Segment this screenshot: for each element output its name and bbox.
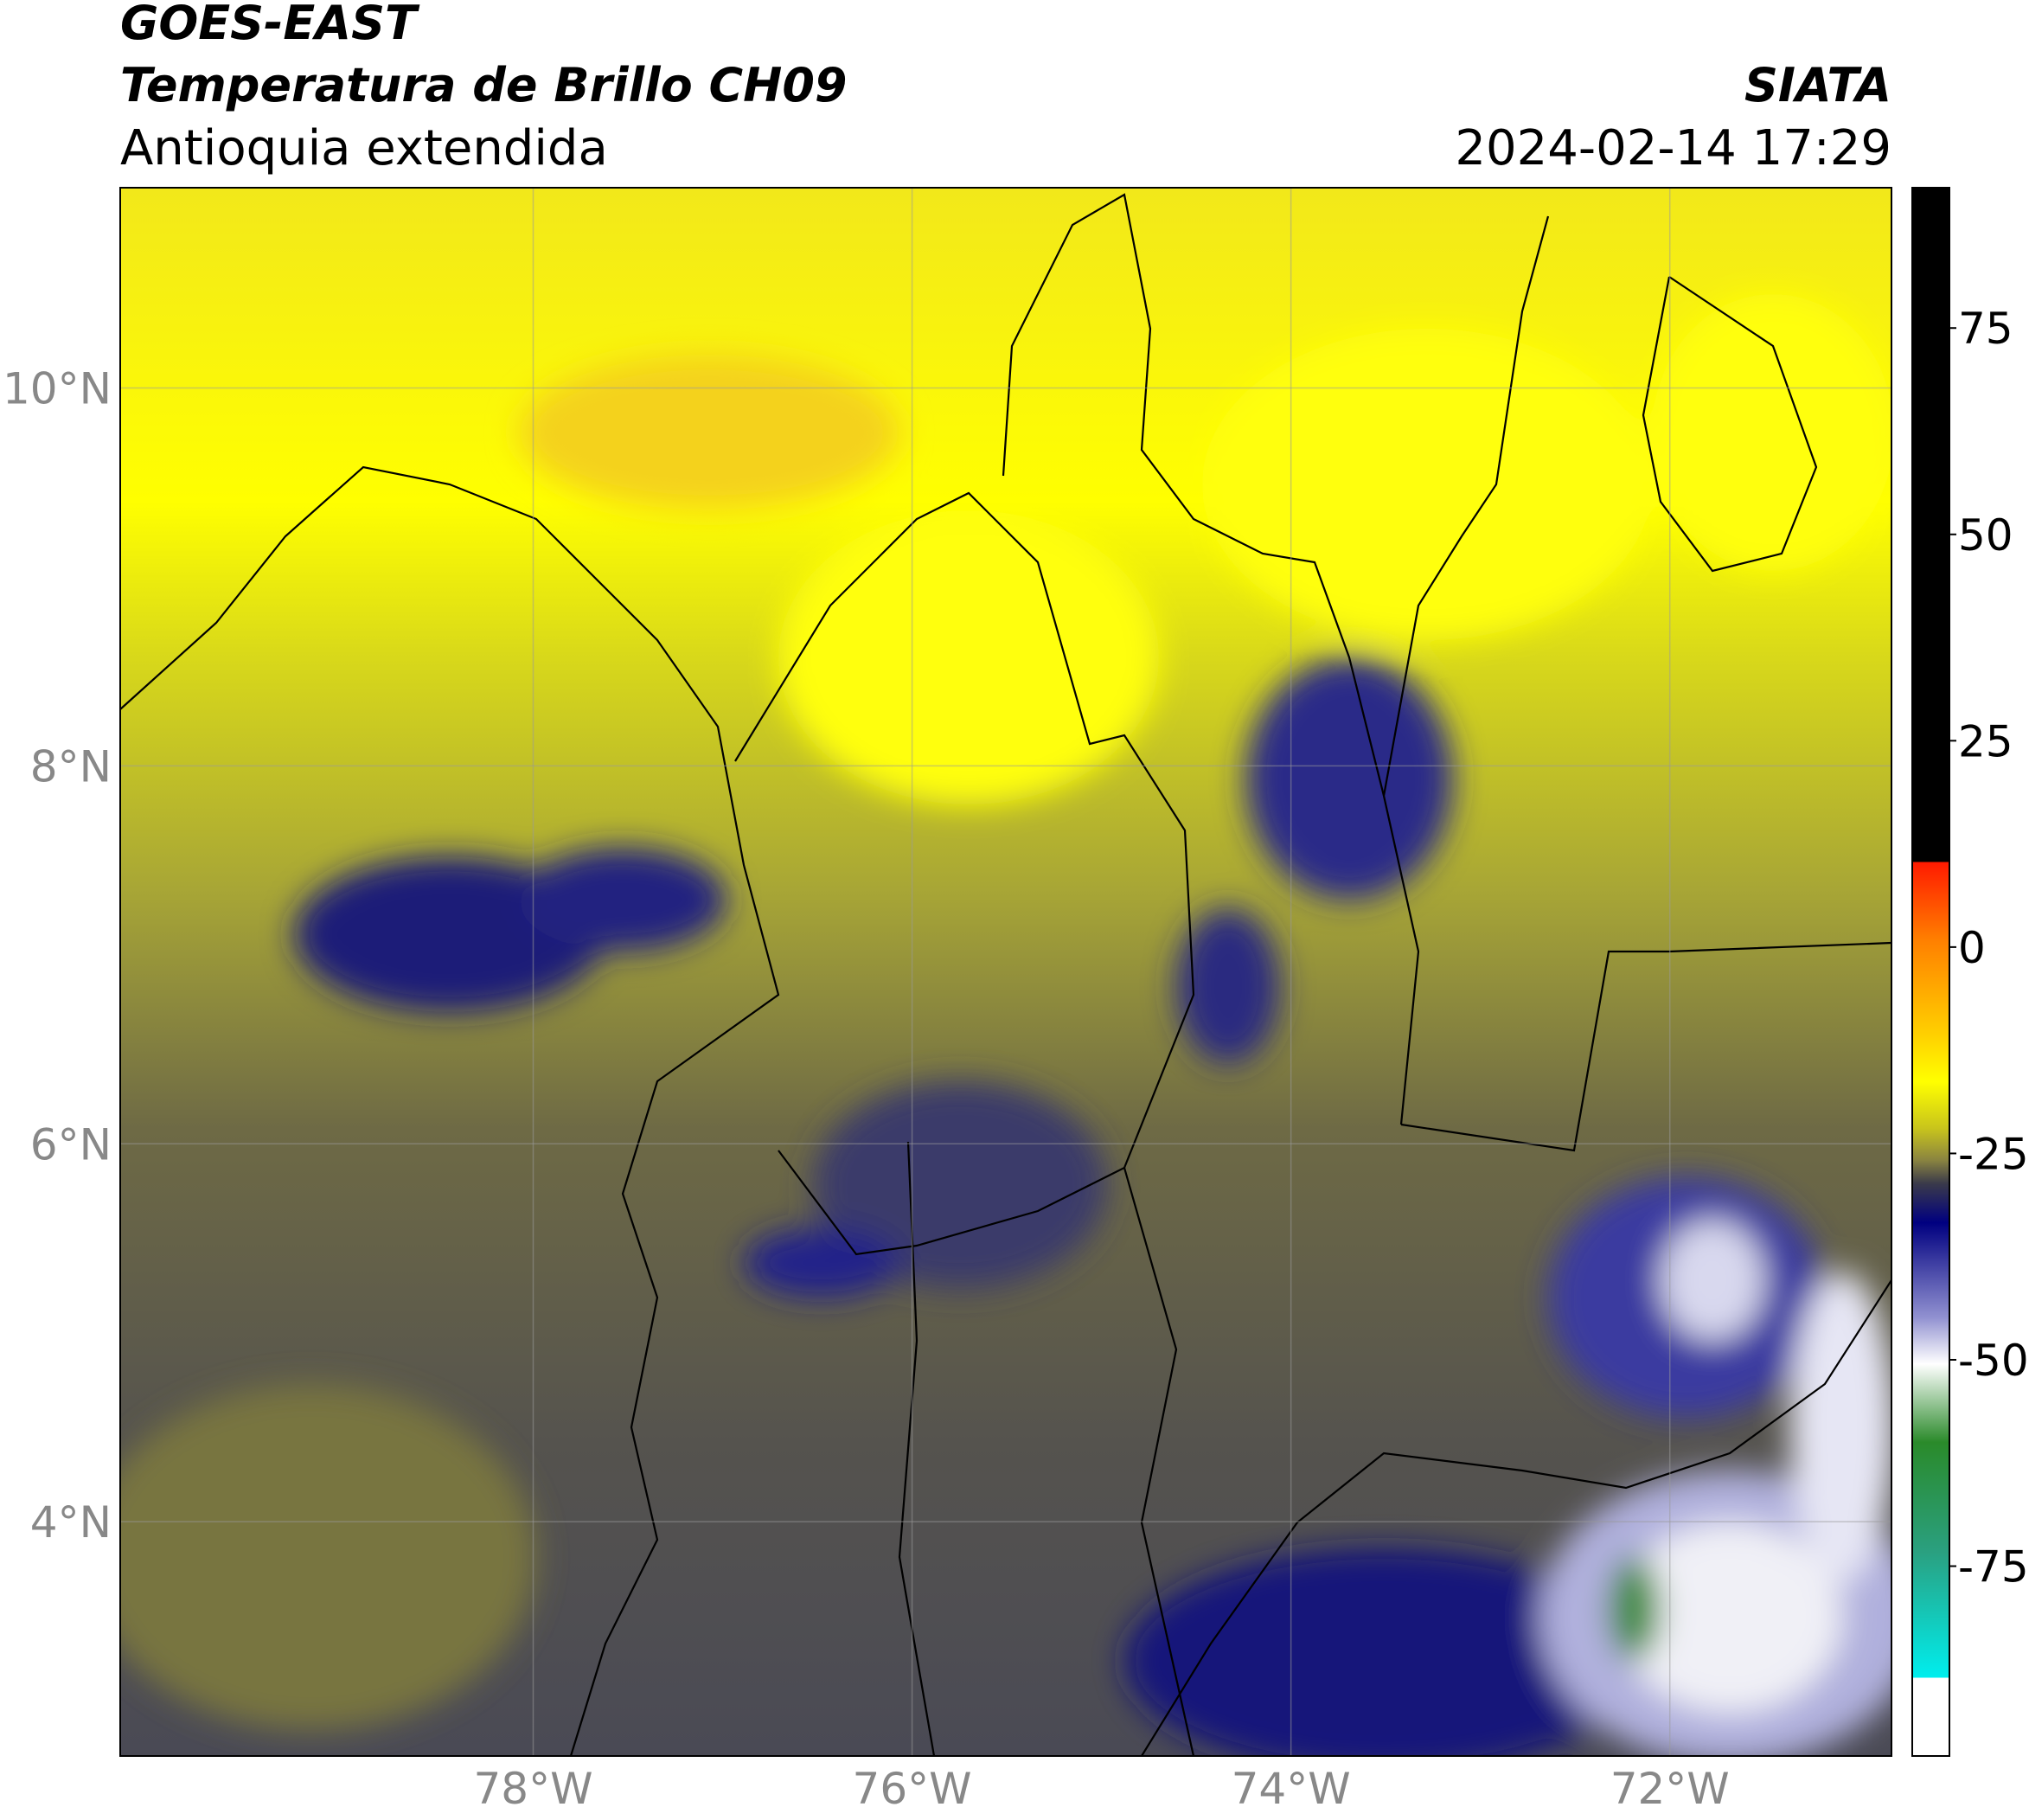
source-title: SIATA [1744,58,1891,112]
region-subtitle: Antioquia extendida [120,120,608,176]
lat-tick-label: 4°N [30,1497,112,1548]
lat-tick-label: 6°N [30,1119,112,1170]
colorbar-tick-label: 75 [1958,304,2013,354]
colorbar-tick-label: -75 [1958,1542,2029,1592]
lon-tick-label: 72°W [1610,1764,1730,1814]
satellite-title: GOES-EAST [120,0,420,50]
lon-tick-label: 74°W [1232,1764,1351,1814]
lat-tick-label: 8°N [30,741,112,791]
satellite-image [120,188,1891,1756]
graticule [120,188,1891,1756]
datetime: 2024-02-14 17:29 [1455,120,1891,176]
colorbar-tick-label: -50 [1958,1336,2029,1386]
product-title: Temperatura de Brillo CH09 [120,58,848,112]
colorbar-tick-label: -25 [1958,1129,2029,1179]
colorbar [1911,187,1950,1757]
lon-tick-label: 78°W [473,1764,592,1814]
map-frame [119,187,1892,1757]
colorbar-tick-label: 50 [1958,510,2013,561]
lon-tick-label: 76°W [853,1764,972,1814]
colorbar-tick-label: 25 [1958,716,2013,766]
colorbar-tick-label: 0 [1958,923,1986,973]
lat-tick-label: 10°N [3,364,112,414]
